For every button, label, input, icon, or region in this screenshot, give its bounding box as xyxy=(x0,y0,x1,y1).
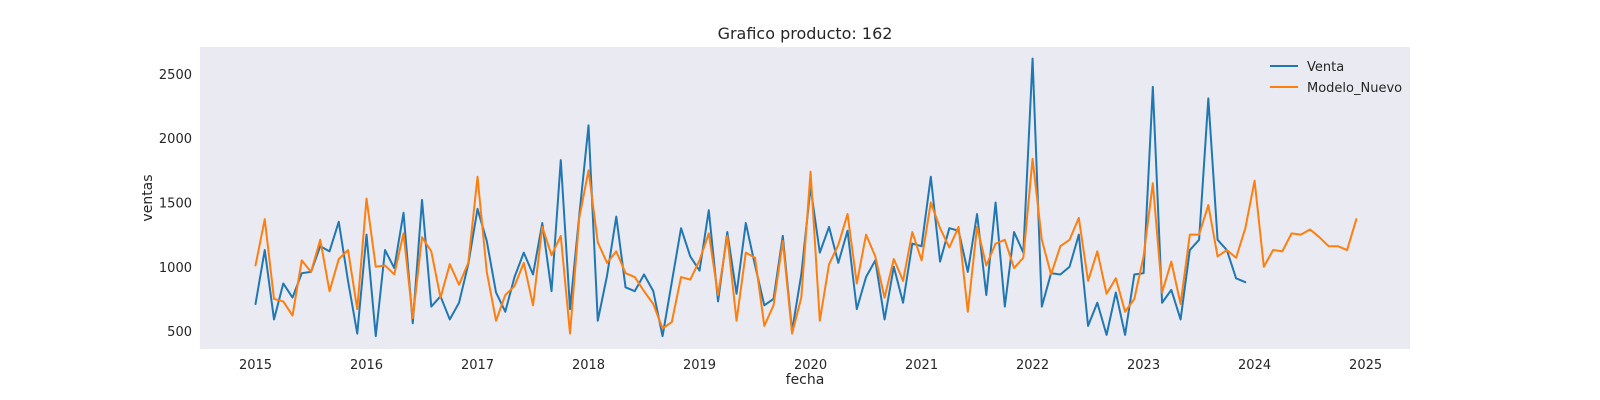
x-axis-label: fecha xyxy=(786,372,825,388)
y-tick-label: 2500 xyxy=(159,68,192,83)
x-tick-label: 2024 xyxy=(1238,358,1271,373)
y-tick-label: 1000 xyxy=(159,261,192,276)
y-axis-label: ventas xyxy=(140,174,156,221)
y-tick-label: 500 xyxy=(167,325,192,340)
legend-label-modelo-nuevo: Modelo_Nuevo xyxy=(1307,81,1402,96)
x-tick-label: 2017 xyxy=(461,358,494,373)
x-tick-label: 2020 xyxy=(794,358,827,373)
x-axis-ticks: 2015 2016 2017 2018 2019 2020 2021 2022 2023 2024… xyxy=(239,358,1382,373)
legend: Venta Modelo_Nuevo xyxy=(1270,60,1402,96)
series-line-venta xyxy=(254,57,1247,338)
y-axis-ticks: 500 1000 1500 2000 2500 xyxy=(159,68,192,340)
x-tick-label: 2023 xyxy=(1127,358,1160,373)
x-tick-label: 2016 xyxy=(350,358,383,373)
x-tick-label: 2019 xyxy=(683,358,716,373)
x-tick-label: 2015 xyxy=(239,358,272,373)
x-tick-label: 2022 xyxy=(1016,358,1049,373)
x-tick-label: 2021 xyxy=(905,358,938,373)
series-line-modelo-nuevo xyxy=(254,157,1358,335)
legend-label-venta: Venta xyxy=(1307,60,1344,75)
x-tick-label: 2018 xyxy=(572,358,605,373)
x-tick-label: 2025 xyxy=(1349,358,1382,373)
y-tick-label: 2000 xyxy=(159,132,192,147)
y-tick-label: 1500 xyxy=(159,196,192,211)
chart-title: Grafico producto: 162 xyxy=(718,24,893,43)
series-layer xyxy=(254,57,1358,338)
plot-area xyxy=(200,47,1410,349)
